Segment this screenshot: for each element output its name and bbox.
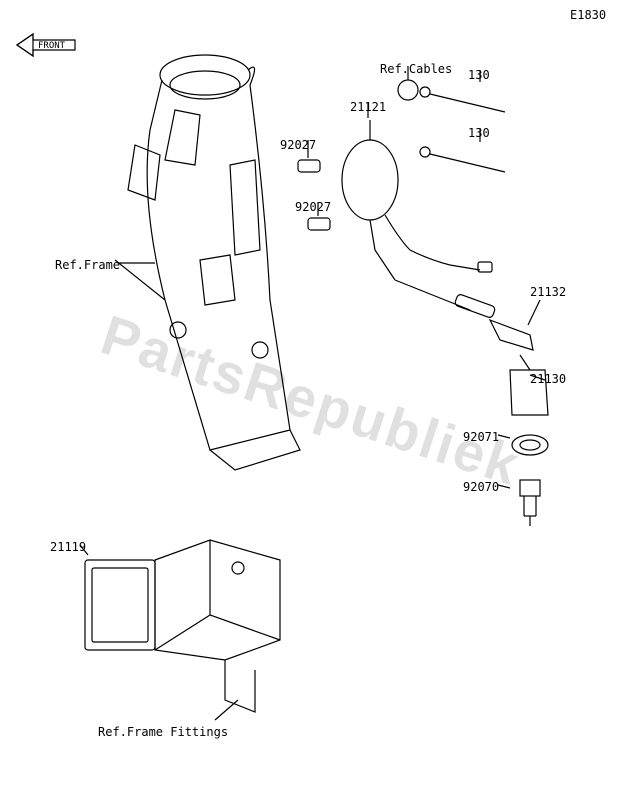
- part-92071-label: 92071: [463, 430, 499, 444]
- diagram-code: E1830: [570, 8, 606, 22]
- ref-frame-label: Ref.Frame: [55, 258, 120, 272]
- part-92027-b-label: 92027: [295, 200, 331, 214]
- part-130-b-label: 130: [468, 126, 490, 140]
- part-21119-label: 21119: [50, 540, 86, 554]
- diagram-container: FRONT: [0, 0, 622, 800]
- part-130-a-label: 130: [468, 68, 490, 82]
- technical-drawing: [0, 0, 622, 800]
- part-21121-label: 21121: [350, 100, 386, 114]
- ref-frame-fittings-label: Ref.Frame Fittings: [98, 725, 228, 739]
- part-92070-label: 92070: [463, 480, 499, 494]
- part-92027-a-label: 92027: [280, 138, 316, 152]
- part-21132-label: 21132: [530, 285, 566, 299]
- part-21130-label: 21130: [530, 372, 566, 386]
- ref-cables-label: Ref.Cables: [380, 62, 452, 76]
